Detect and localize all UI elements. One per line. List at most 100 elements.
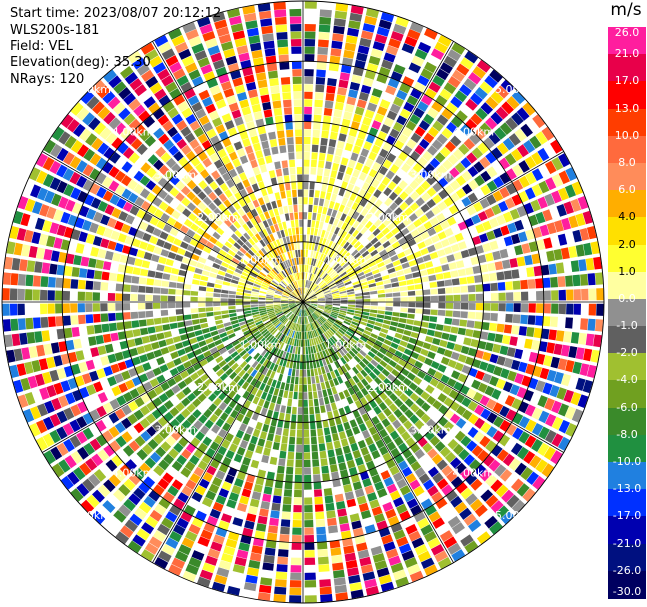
velocity-gate xyxy=(180,263,189,271)
velocity-gate xyxy=(328,177,336,186)
velocity-gate xyxy=(307,307,313,314)
velocity-gate xyxy=(266,296,274,299)
velocity-gate xyxy=(572,361,582,375)
velocity-gate xyxy=(484,385,495,397)
velocity-gate xyxy=(11,257,21,271)
velocity-gate xyxy=(266,433,274,442)
velocity-gate xyxy=(422,442,433,453)
velocity-gate xyxy=(575,377,586,391)
azimuth-line xyxy=(152,41,304,303)
velocity-gate xyxy=(370,48,383,59)
velocity-gate xyxy=(281,303,289,306)
velocity-gate xyxy=(388,250,397,258)
velocity-gate xyxy=(274,277,281,283)
velocity-gate xyxy=(309,273,312,281)
velocity-gate xyxy=(257,438,266,447)
velocity-gate xyxy=(238,198,246,207)
velocity-gate xyxy=(450,476,463,488)
velocity-gate xyxy=(311,243,316,251)
velocity-gate xyxy=(250,246,258,254)
velocity-gate xyxy=(514,245,524,256)
velocity-gate xyxy=(367,245,376,253)
velocity-gate xyxy=(437,201,448,211)
velocity-gate xyxy=(428,511,441,523)
velocity-gate xyxy=(323,311,331,316)
velocity-gate xyxy=(465,328,474,337)
velocity-gate xyxy=(115,283,124,292)
velocity-gate xyxy=(338,313,346,318)
velocity-gate xyxy=(518,416,530,429)
velocity-gate xyxy=(262,220,269,228)
velocity-gate xyxy=(472,235,482,246)
velocity-gate xyxy=(254,380,262,389)
velocity-gate xyxy=(272,338,279,346)
velocity-gate xyxy=(152,295,161,302)
velocity-gate xyxy=(285,413,291,422)
velocity-gate xyxy=(275,168,283,177)
velocity-gate xyxy=(410,504,422,516)
velocity-gate xyxy=(353,344,361,352)
velocity-gate xyxy=(300,309,303,317)
velocity-gate xyxy=(356,495,367,505)
velocity-gate xyxy=(470,498,483,512)
velocity-gate xyxy=(385,548,399,559)
velocity-gate xyxy=(332,162,340,171)
velocity-gate xyxy=(167,485,179,497)
velocity-gate xyxy=(184,320,193,327)
velocity-gate xyxy=(306,354,309,362)
velocity-gate xyxy=(374,33,388,44)
velocity-gate xyxy=(304,542,315,550)
velocity-gate xyxy=(279,450,287,459)
velocity-gate xyxy=(568,346,578,359)
velocity-gate xyxy=(246,335,255,342)
velocity-gate xyxy=(339,271,347,278)
velocity-gate xyxy=(276,323,283,330)
range-ring-label: 1.00km xyxy=(240,339,282,352)
velocity-gate xyxy=(268,272,275,279)
velocity-gate xyxy=(437,393,448,403)
velocity-gate xyxy=(277,556,288,565)
velocity-gate xyxy=(280,299,288,302)
velocity-gate xyxy=(220,298,228,302)
velocity-gate xyxy=(152,197,163,207)
velocity-gate xyxy=(365,419,374,429)
velocity-gate xyxy=(445,310,453,317)
velocity-gate xyxy=(407,223,416,232)
velocity-gate xyxy=(472,265,481,274)
velocity-gate xyxy=(227,62,240,73)
velocity-gate xyxy=(452,286,461,294)
velocity-gate xyxy=(304,129,311,137)
velocity-gate xyxy=(114,469,127,482)
velocity-gate xyxy=(471,445,484,457)
velocity-gate xyxy=(499,469,513,482)
velocity-gate xyxy=(276,287,284,292)
velocity-gate xyxy=(97,85,111,99)
velocity-gate xyxy=(304,535,315,543)
velocity-gate xyxy=(403,248,413,256)
velocity-gate xyxy=(95,157,108,170)
velocity-gate xyxy=(242,390,250,400)
velocity-gate xyxy=(173,498,186,510)
velocity-gate xyxy=(180,354,189,363)
velocity-gate xyxy=(83,442,96,456)
velocity-gate xyxy=(335,265,342,272)
velocity-gate xyxy=(441,264,450,272)
velocity-gate xyxy=(167,251,177,260)
velocity-gate xyxy=(89,168,101,181)
velocity-gate xyxy=(277,176,284,185)
velocity-gate xyxy=(467,192,478,204)
velocity-gate xyxy=(348,350,356,358)
velocity-gate xyxy=(520,314,528,325)
velocity-gate xyxy=(158,428,170,440)
velocity-gate xyxy=(131,320,140,328)
velocity-gate xyxy=(504,197,516,209)
velocity-gate xyxy=(406,253,415,261)
velocity-gate xyxy=(152,484,165,496)
velocity-gate xyxy=(467,166,479,178)
velocity-gate xyxy=(213,387,222,397)
velocity-gate xyxy=(271,93,281,102)
velocity-gate xyxy=(304,505,313,513)
velocity-gate xyxy=(286,236,291,244)
velocity-gate xyxy=(309,331,313,339)
velocity-gate xyxy=(306,280,309,288)
